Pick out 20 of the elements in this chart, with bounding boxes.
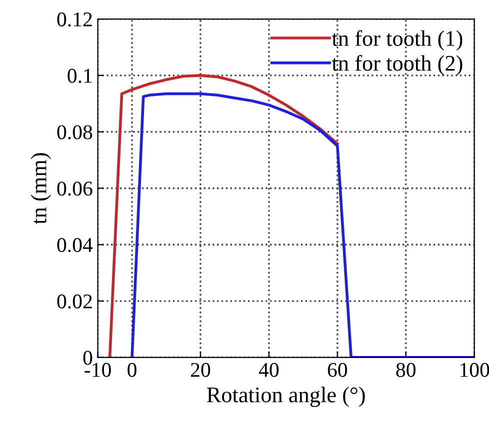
y-tick-label: 0.08 bbox=[57, 125, 92, 140]
x-tick-label: 0 bbox=[128, 362, 136, 377]
y-tick-label: 0.12 bbox=[57, 12, 92, 27]
legend-label: tn for tooth (1) bbox=[332, 30, 462, 51]
line-series bbox=[108, 74, 339, 358]
x-tick-label: 40 bbox=[258, 362, 279, 377]
y-tick-label: 0.04 bbox=[57, 238, 93, 252]
y-axis-title: tn (mm) bbox=[30, 153, 51, 224]
line-series bbox=[130, 92, 474, 358]
y-tick-label: 0.06 bbox=[57, 182, 92, 196]
x-tick-label: 100 bbox=[460, 362, 489, 377]
y-tick-label: 0 bbox=[83, 350, 92, 365]
x-tick-label: 60 bbox=[328, 362, 348, 377]
x-tick-label: 80 bbox=[396, 362, 416, 377]
y-tick-label: 0.1 bbox=[68, 68, 92, 83]
legend-label: tn for tooth (2) bbox=[332, 54, 462, 76]
x-tick-label: 20 bbox=[190, 362, 210, 377]
x-axis-title: Rotation angle (°) bbox=[206, 386, 365, 407]
x-tick-label: -10 bbox=[84, 362, 111, 377]
y-tick-label: 0.02 bbox=[57, 294, 92, 309]
